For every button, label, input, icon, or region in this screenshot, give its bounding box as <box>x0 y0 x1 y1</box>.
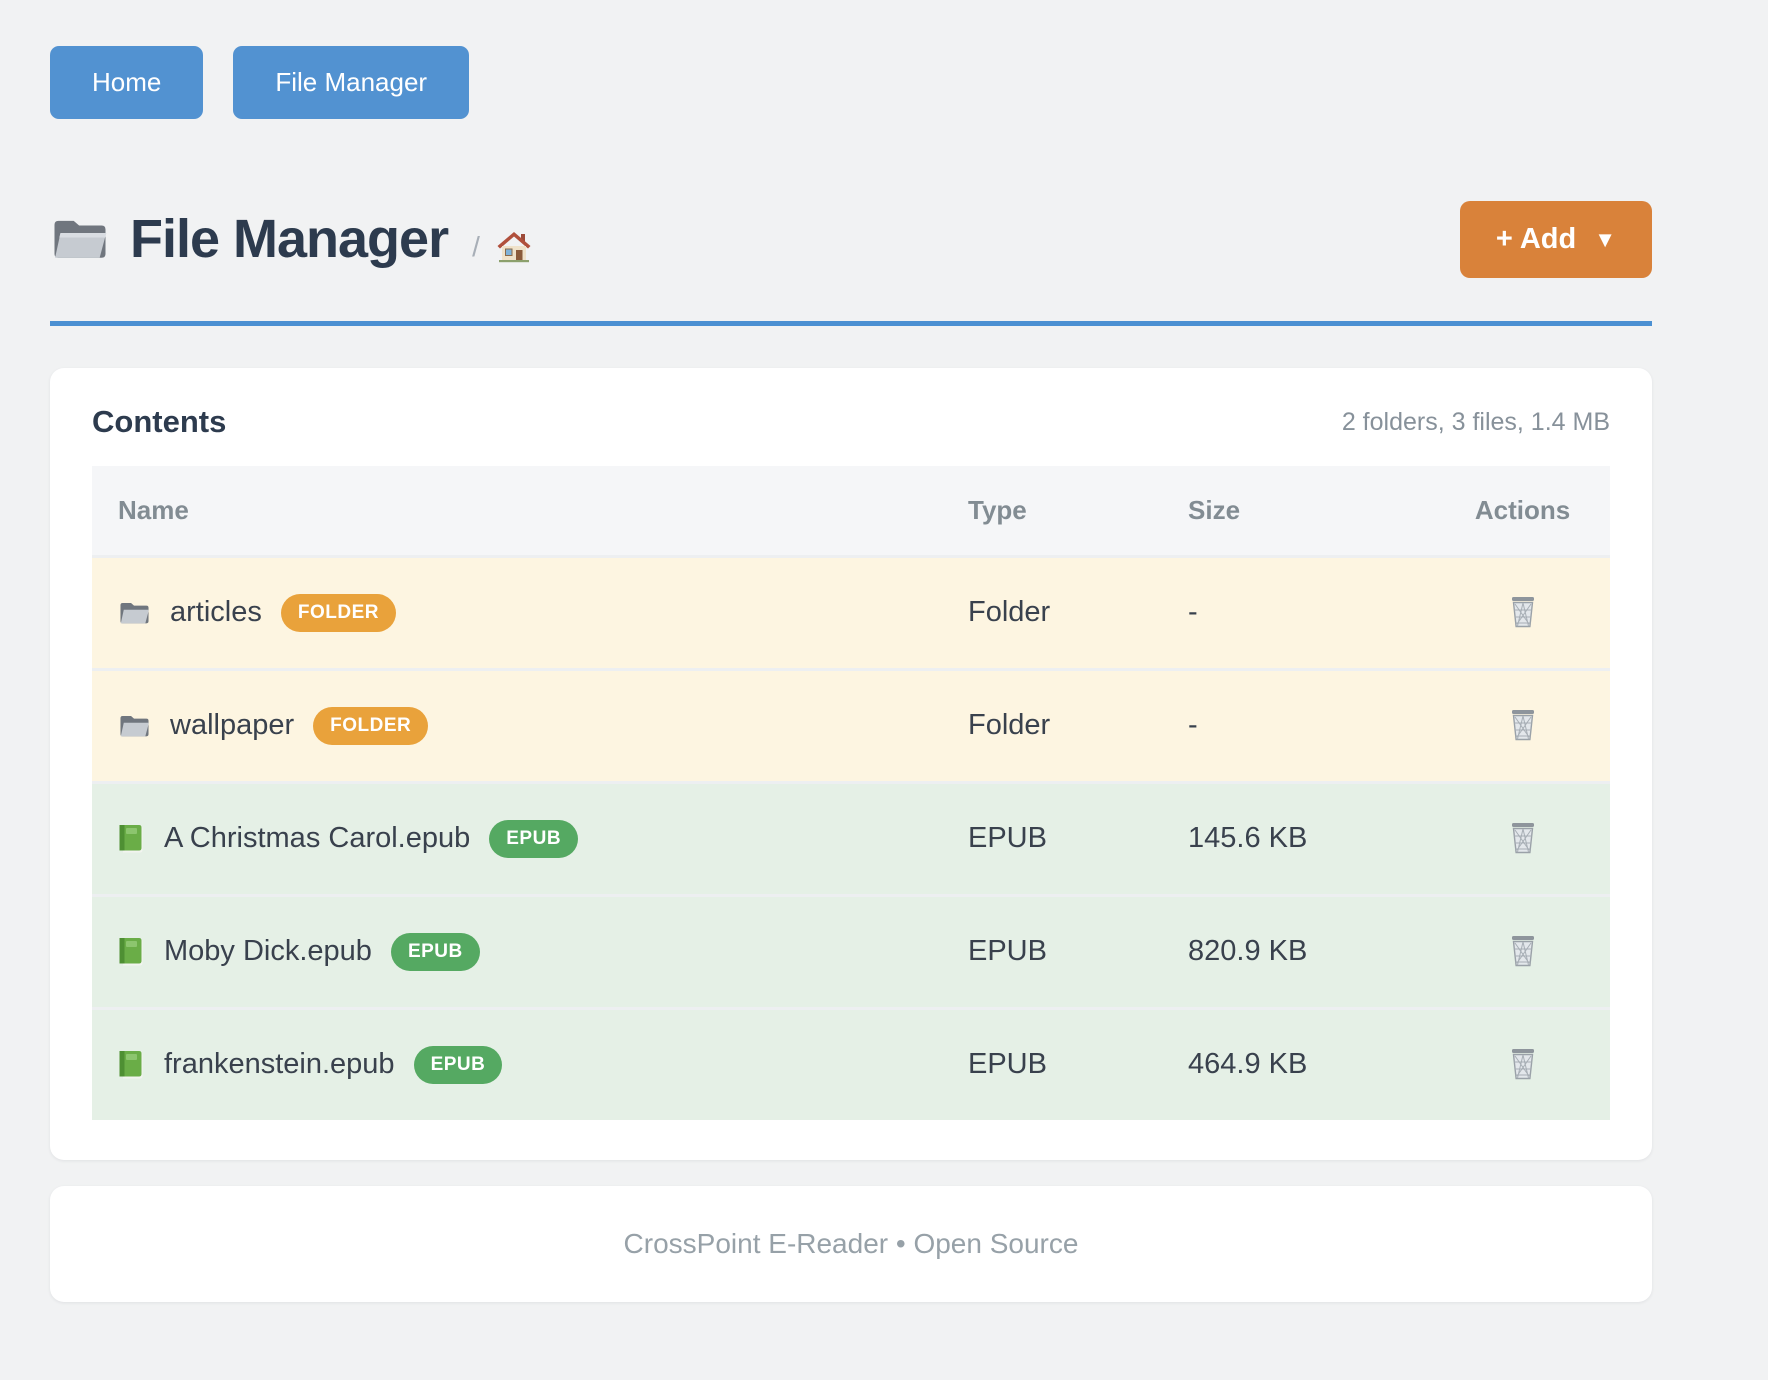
epub-badge: EPUB <box>413 1045 503 1084</box>
table-row: articles FOLDER Folder - <box>92 556 1610 669</box>
file-type: Folder <box>968 709 1051 741</box>
file-link-frankenstein[interactable]: frankenstein.epub EPUB <box>118 1010 942 1120</box>
file-size: - <box>1188 709 1198 741</box>
breadcrumb-separator: / <box>472 231 480 262</box>
file-table: Name Type Size Actions <box>92 466 1610 1120</box>
table-header-row: Name Type Size Actions <box>92 466 1610 556</box>
green-book-icon <box>118 823 145 855</box>
file-name: Moby Dick.epub <box>164 935 372 967</box>
file-link-christmas-carol[interactable]: A Christmas Carol.epub EPUB <box>118 784 942 894</box>
trash-icon <box>1508 1048 1538 1084</box>
trash-icon <box>1508 935 1538 971</box>
header-divider <box>50 321 1652 326</box>
delete-button[interactable] <box>1502 927 1544 977</box>
add-button-label: + Add <box>1495 222 1577 255</box>
page-header: File Manager / + Add ▼ <box>50 187 1652 291</box>
folder-badge: FOLDER <box>313 706 429 745</box>
folder-link-articles[interactable]: articles FOLDER <box>118 558 942 668</box>
trash-icon <box>1508 822 1538 858</box>
trash-icon <box>1508 596 1538 632</box>
table-row: A Christmas Carol.epub EPUB EPUB 145.6 K… <box>92 782 1610 895</box>
file-name: A Christmas Carol.epub <box>164 822 471 854</box>
delete-button[interactable] <box>1502 814 1544 864</box>
table-row: Moby Dick.epub EPUB EPUB 820.9 KB <box>92 895 1610 1008</box>
column-header-size: Size <box>1162 466 1435 556</box>
top-nav: Home File Manager <box>50 46 1652 119</box>
file-size: - <box>1188 596 1198 628</box>
file-size: 145.6 KB <box>1188 822 1308 854</box>
delete-button[interactable] <box>1502 588 1544 638</box>
file-size: 820.9 KB <box>1188 935 1308 967</box>
page-title: File Manager <box>130 209 449 269</box>
file-name: frankenstein.epub <box>164 1048 395 1080</box>
file-type: EPUB <box>968 1048 1047 1080</box>
epub-badge: EPUB <box>489 819 579 858</box>
footer-text: CrossPoint E-Reader • Open Source <box>623 1227 1079 1259</box>
add-button[interactable]: + Add ▼ <box>1459 200 1652 278</box>
green-book-icon <box>118 936 145 968</box>
column-header-type: Type <box>942 466 1162 556</box>
footer-card: CrossPoint E-Reader • Open Source <box>50 1185 1652 1302</box>
nav-button-file-manager[interactable]: File Manager <box>233 46 470 119</box>
file-link-moby-dick[interactable]: Moby Dick.epub EPUB <box>118 897 942 1007</box>
contents-summary: 2 folders, 3 files, 1.4 MB <box>1341 407 1610 436</box>
file-name: articles <box>170 596 262 628</box>
delete-button[interactable] <box>1502 1040 1544 1090</box>
title-group: File Manager / <box>50 208 532 270</box>
file-type: EPUB <box>968 935 1047 967</box>
column-header-actions: Actions <box>1435 466 1610 556</box>
caret-down-icon: ▼ <box>1594 227 1616 252</box>
delete-button[interactable] <box>1502 701 1544 751</box>
file-type: Folder <box>968 596 1051 628</box>
page-container: Home File Manager File Manager / <box>50 0 1652 1302</box>
file-type: EPUB <box>968 822 1047 854</box>
folder-icon <box>50 214 110 264</box>
folder-badge: FOLDER <box>280 593 396 632</box>
card-title: Contents <box>92 404 227 439</box>
file-size: 464.9 KB <box>1188 1048 1308 1080</box>
table-row: wallpaper FOLDER Folder - <box>92 669 1610 782</box>
folder-icon <box>118 712 151 740</box>
column-header-name: Name <box>92 466 942 556</box>
green-book-icon <box>118 1049 145 1081</box>
nav-button-home[interactable]: Home <box>50 46 204 119</box>
table-row: frankenstein.epub EPUB EPUB 464.9 KB <box>92 1008 1610 1120</box>
folder-icon <box>118 599 151 627</box>
file-name: wallpaper <box>170 709 295 741</box>
folder-link-wallpaper[interactable]: wallpaper FOLDER <box>118 671 942 781</box>
epub-badge: EPUB <box>390 932 480 971</box>
trash-icon <box>1508 709 1538 745</box>
house-icon[interactable] <box>496 229 532 263</box>
contents-card: Contents 2 folders, 3 files, 1.4 MB Name… <box>50 368 1652 1160</box>
